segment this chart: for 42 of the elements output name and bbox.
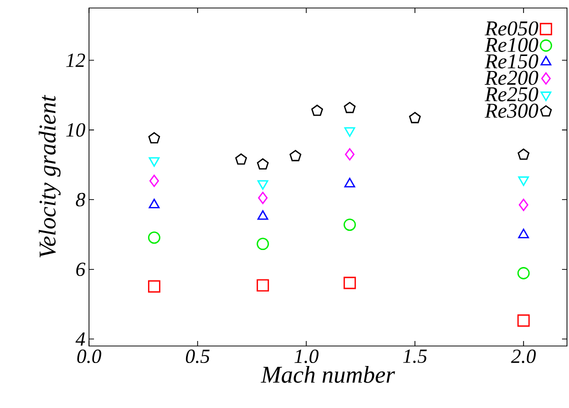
point — [344, 218, 356, 231]
x-tick-label: 0.5 — [186, 350, 210, 364]
legend-label: Re200 — [484, 70, 538, 85]
y-tick-label: 12 — [66, 54, 86, 67]
point — [344, 102, 356, 114]
x-tick-label: 1.0 — [294, 350, 319, 364]
x-axis-title: Mach number — [260, 366, 396, 383]
legend-label: Re150 — [484, 54, 538, 68]
point — [148, 280, 160, 293]
point — [344, 148, 355, 161]
point — [148, 198, 160, 208]
point — [517, 267, 530, 280]
point — [517, 314, 530, 327]
point — [344, 276, 356, 290]
y-tick-label: 10 — [66, 123, 86, 137]
point — [518, 228, 529, 238]
y-tick-label: 4 — [76, 332, 86, 346]
legend-label: Re250 — [484, 87, 538, 102]
point — [256, 238, 269, 250]
point — [518, 198, 528, 212]
y-tick-label: 8 — [76, 192, 86, 206]
point — [148, 132, 160, 144]
point — [409, 112, 421, 124]
x-tick-label: 0.0 — [77, 350, 102, 364]
point — [344, 178, 356, 188]
point — [256, 279, 269, 292]
x-tick-label: 2.0 — [511, 350, 536, 364]
point — [149, 174, 159, 187]
point — [518, 148, 530, 160]
legend-label: Re050 — [484, 21, 538, 36]
y-axis-title: Velocity gradient — [38, 94, 61, 258]
legend-label: Re100 — [484, 38, 538, 52]
point — [311, 104, 324, 116]
x-tick-label: 1.5 — [403, 350, 427, 364]
point — [257, 210, 268, 220]
legend-label: Re300 — [484, 104, 538, 118]
point — [290, 150, 302, 162]
point — [256, 158, 269, 170]
y-tick-label: 6 — [76, 262, 86, 276]
point — [235, 153, 247, 165]
point — [148, 231, 160, 244]
point — [258, 192, 268, 204]
